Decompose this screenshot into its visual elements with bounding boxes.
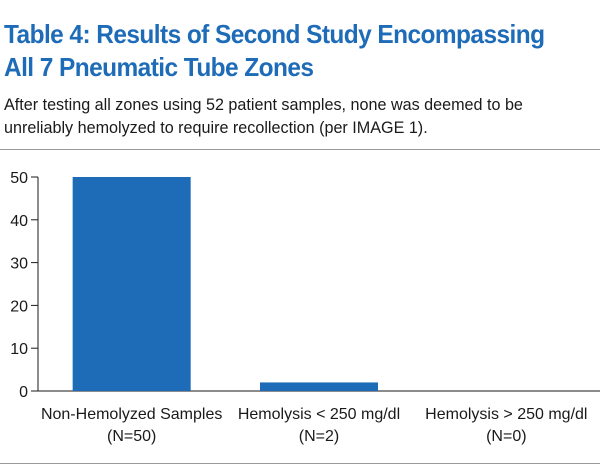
x-tick-label: Hemolysis < 250 mg/dl bbox=[238, 406, 400, 423]
y-tick-label: 30 bbox=[10, 256, 28, 273]
y-tick-label: 10 bbox=[10, 341, 28, 358]
x-tick-label: (N=2) bbox=[299, 428, 339, 445]
y-axis: 0 10 20 30 40 50 bbox=[10, 170, 600, 401]
bottom-divider bbox=[0, 463, 600, 464]
bars bbox=[72, 177, 379, 391]
x-tick-label: Non-Hemolyzed Samples bbox=[41, 406, 222, 423]
x-tick-label: (N=0) bbox=[486, 428, 526, 445]
y-tick-label: 50 bbox=[10, 170, 28, 187]
x-tick-label: (N=50) bbox=[107, 428, 156, 445]
bar bbox=[72, 177, 191, 391]
chart-subtitle: After testing all zones using 52 patient… bbox=[4, 95, 523, 137]
y-tick-label: 20 bbox=[10, 298, 28, 315]
y-tick-label: 40 bbox=[10, 213, 28, 230]
bar-chart: 0 10 20 30 40 50 Non-Hemolyzed Samples (N=50) H… bbox=[10, 170, 600, 445]
x-tick-label: Hemolysis > 250 mg/dl bbox=[425, 406, 587, 423]
top-divider bbox=[0, 149, 600, 150]
y-tick-label: 0 bbox=[19, 384, 28, 401]
x-axis-labels: Non-Hemolyzed Samples (N=50) Hemolysis < 2… bbox=[41, 406, 588, 445]
chart-title: Table 4: Results of Second Study Encompa… bbox=[4, 19, 545, 82]
bar bbox=[259, 382, 379, 391]
